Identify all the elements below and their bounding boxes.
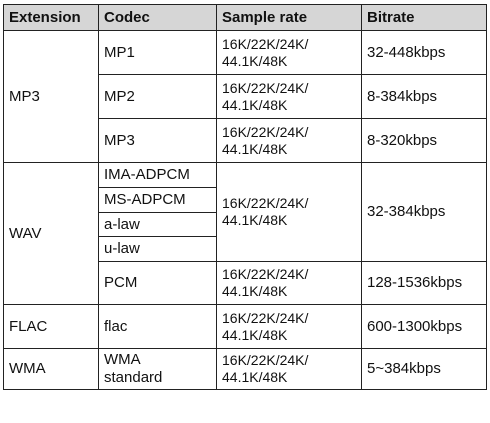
header-row: Extension Codec Sample rate Bitrate (3, 4, 487, 31)
sample-rate-cell: 16K/22K/24K/44.1K/48K (216, 118, 362, 163)
header-bitrate: Bitrate (361, 4, 487, 31)
sample-rate-line: 16K/22K/24K/ (222, 266, 309, 282)
codec-cell: IMA-ADPCM (98, 162, 217, 188)
header-sample-rate: Sample rate (216, 4, 362, 31)
sample-rate-cell: 16K/22K/24K/44.1K/48K (216, 261, 362, 305)
codec-cell: PCM (98, 261, 217, 305)
sample-rate-line: 44.1K/48K (222, 52, 288, 69)
codec-cell: flac (98, 304, 217, 349)
table-row: WMA WMA standard 16K/22K/24K/44.1K/48K 5~… (3, 348, 487, 390)
codec-line: WMA (104, 351, 141, 368)
header-extension: Extension (3, 4, 99, 31)
sample-rate-line: 16K/22K/24K/ (222, 123, 309, 140)
sample-rate-line: 44.1K/48K (222, 212, 288, 228)
table-row: FLAC flac 16K/22K/24K/44.1K/48K 600-1300… (3, 304, 487, 349)
sample-rate-cell: 16K/22K/24K/44.1K/48K (216, 74, 362, 119)
codec-cell: u-law (98, 236, 217, 262)
header-codec: Codec (98, 4, 217, 31)
sample-rate-line: 44.1K/48K (222, 369, 288, 385)
extension-cell-flac: FLAC (3, 304, 99, 349)
sample-rate-cell: 16K/22K/24K/44.1K/48K (216, 162, 362, 262)
table-row: a-law (4, 212, 487, 237)
bitrate-cell: 128-1536kbps (361, 261, 487, 305)
table-row: MP2 16K/22K/24K/44.1K/48K 8-384kbps (4, 74, 487, 119)
sample-rate-line: 16K/22K/24K/ (222, 195, 309, 211)
codec-spec-table: Extension Codec Sample rate Bitrate MP3 … (3, 4, 487, 390)
table-row: WAV IMA-ADPCM 16K/22K/24K/44.1K/48K 32-3… (3, 162, 487, 305)
bitrate-cell: 8-320kbps (361, 118, 487, 163)
table-row: PCM 16K/22K/24K/44.1K/48K 128-1536kbps (4, 261, 487, 305)
extension-cell-wav: WAV (3, 162, 99, 305)
codec-cell: MP2 (98, 74, 217, 119)
sample-rate-line: 44.1K/48K (222, 283, 288, 299)
codec-cell: a-law (98, 212, 217, 237)
sample-rate-line: 44.1K/48K (222, 140, 288, 157)
bitrate-cell: 32-384kbps (361, 162, 487, 262)
sample-rate-cell: 16K/22K/24K/44.1K/48K (216, 304, 362, 349)
codec-line: standard (104, 369, 163, 386)
extension-cell-wma: WMA (3, 348, 99, 390)
codec-cell: MP3 (98, 118, 217, 163)
codec-cell: WMA standard (98, 348, 217, 390)
table-row: MS-ADPCM (4, 187, 487, 213)
bitrate-cell: 600-1300kbps (361, 304, 487, 349)
bitrate-cell: 5~384kbps (361, 348, 487, 390)
sample-rate-cell: 16K/22K/24K/44.1K/48K (216, 348, 362, 390)
sample-rate-line: 16K/22K/24K/ (222, 309, 309, 326)
table-row: MP3 16K/22K/24K/44.1K/48K 8-320kbps (4, 118, 487, 163)
sample-rate-line: 16K/22K/24K/ (222, 352, 309, 368)
codec-cell: MS-ADPCM (98, 187, 217, 213)
sample-rate-cell: 16K/22K/24K/44.1K/48K (216, 30, 362, 75)
sample-rate-line: 44.1K/48K (222, 96, 288, 113)
extension-cell-mp3: MP3 (3, 30, 99, 163)
sample-rate-line: 16K/22K/24K/ (222, 35, 309, 52)
bitrate-cell: 8-384kbps (361, 74, 487, 119)
table-row: MP3 MP1 16K/22K/24K/44.1K/48K 32-448kbps (3, 30, 487, 163)
codec-cell: MP1 (98, 30, 217, 75)
bitrate-cell: 32-448kbps (361, 30, 487, 75)
sample-rate-line: 16K/22K/24K/ (222, 79, 309, 96)
sample-rate-line: 44.1K/48K (222, 326, 288, 343)
